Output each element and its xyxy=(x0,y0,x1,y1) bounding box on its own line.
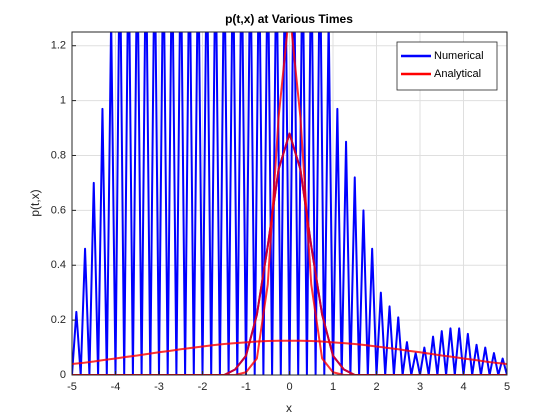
legend-label: Analytical xyxy=(434,68,481,80)
x-tick-label: 2 xyxy=(373,381,379,393)
y-tick-label: 0.6 xyxy=(51,204,66,216)
chart-title: p(t,x) at Various Times xyxy=(225,12,353,26)
x-tick-label: 1 xyxy=(330,381,336,393)
x-tick-label: -5 xyxy=(67,381,77,393)
x-tick-label: -1 xyxy=(241,381,251,393)
x-tick-label: -2 xyxy=(198,381,208,393)
line-series xyxy=(72,339,507,366)
y-tick-label: 0.4 xyxy=(51,259,66,271)
y-tick-label: 1.2 xyxy=(51,40,66,52)
x-tick-label: -4 xyxy=(111,381,121,393)
lines xyxy=(72,32,507,375)
x-tick-label: -3 xyxy=(154,381,164,393)
x-tick-label: 4 xyxy=(460,381,466,393)
legend-label: Numerical xyxy=(434,50,484,62)
y-axis-label: p(t,x) xyxy=(28,189,42,216)
y-tick-label: 1 xyxy=(60,95,66,107)
x-tick-label: 3 xyxy=(417,381,423,393)
y-tick-label: 0.8 xyxy=(51,149,66,161)
line-series xyxy=(72,132,507,375)
x-tick-label: 0 xyxy=(286,381,292,393)
x-tick-label: 5 xyxy=(504,381,510,393)
y-tick-label: 0.2 xyxy=(51,314,66,326)
x-axis-label: x xyxy=(286,401,292,415)
line-series xyxy=(72,32,507,375)
legend: Numerical Analytical xyxy=(396,41,498,91)
legend-box xyxy=(396,41,498,91)
y-tick-label: 0 xyxy=(60,369,66,381)
